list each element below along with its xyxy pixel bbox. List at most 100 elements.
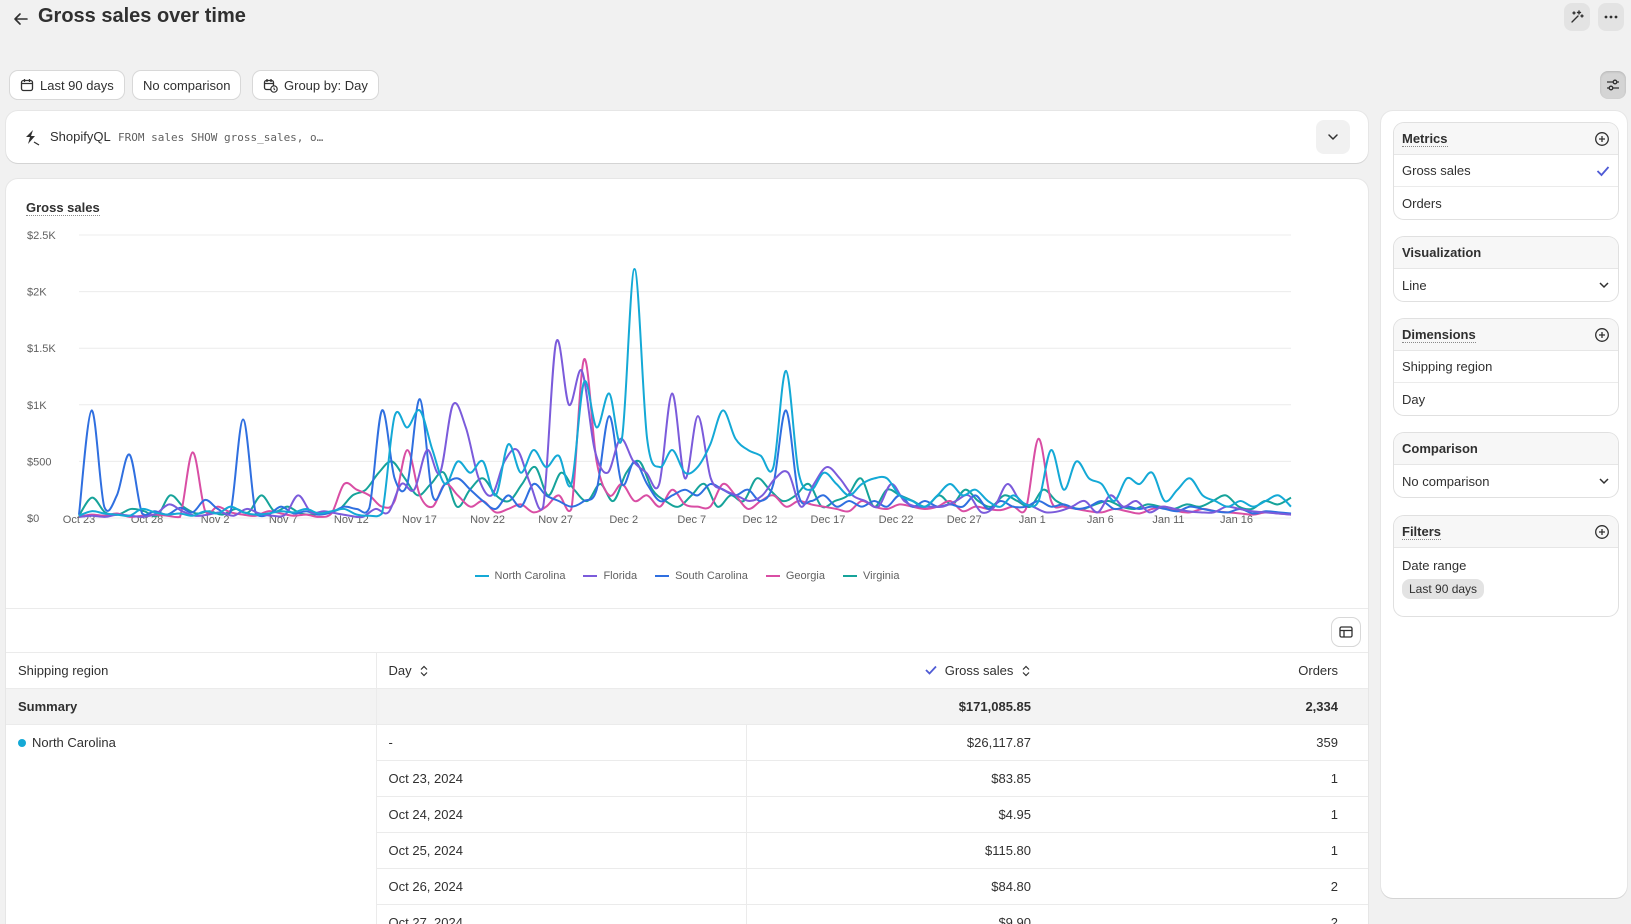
table-row: Oct 25, 2024 $115.80 1 xyxy=(6,832,1368,869)
visualization-title: Visualization xyxy=(1402,245,1482,260)
table-row: North Carolina - $26,117.87 359 xyxy=(6,724,1368,924)
region-color-dot xyxy=(18,739,26,747)
comparison-button[interactable]: No comparison xyxy=(133,71,241,99)
legend-swatch xyxy=(474,575,489,577)
chevron-down-icon xyxy=(1599,478,1609,485)
filter-date-range[interactable]: Date range Last 90 days xyxy=(1394,548,1618,599)
date-range-button[interactable]: Last 90 days xyxy=(10,71,124,99)
series-line-georgia xyxy=(78,358,1292,519)
add-filter-icon[interactable] xyxy=(1594,524,1610,540)
dimension-item-day[interactable]: Day xyxy=(1402,391,1426,407)
y-tick-label: $2K xyxy=(27,287,47,299)
divider xyxy=(6,608,1368,609)
visualization-select[interactable]: Line xyxy=(1394,269,1618,301)
series-line-south-carolina xyxy=(78,398,1292,518)
legend-item[interactable]: Georgia xyxy=(765,570,825,582)
column-header-region[interactable]: Shipping region xyxy=(6,652,377,689)
comparison-title: Comparison xyxy=(1402,441,1478,456)
x-tick-label: Nov 22 xyxy=(470,514,505,526)
settings-panel xyxy=(1381,111,1627,898)
y-tick-label: $1K xyxy=(27,400,47,412)
chevron-down-icon xyxy=(1599,282,1609,289)
sort-icon xyxy=(420,665,428,677)
legend-swatch xyxy=(655,575,670,577)
metric-item-gross-sales[interactable]: Gross sales xyxy=(1394,155,1618,187)
query-editor[interactable]: ShopifyQL FROM sales SHOW gross_sales, o… xyxy=(6,111,1368,163)
table-icon xyxy=(1339,626,1353,638)
filter-chip[interactable]: Last 90 days xyxy=(1402,579,1485,599)
filter-label: Date range xyxy=(1402,558,1467,573)
dimensions-section: Dimensions Shipping region Day xyxy=(1394,319,1618,415)
orders-cell: 2 xyxy=(1043,904,1368,924)
x-tick-label: Jan 16 xyxy=(1220,514,1253,526)
expand-query-button[interactable] xyxy=(1316,120,1350,154)
x-tick-label: Dec 22 xyxy=(879,514,914,526)
gross-sales-cell: $84.80 xyxy=(746,868,1043,905)
x-tick-label: Dec 2 xyxy=(609,514,638,526)
dimension-item-shipping-region[interactable]: Shipping region xyxy=(1394,351,1618,383)
more-horizontal-icon xyxy=(1604,15,1618,19)
arrow-left-icon xyxy=(14,13,28,25)
report-table: Shipping region Day Gross sales Orders S… xyxy=(6,652,1368,924)
legend-item[interactable]: South Carolina xyxy=(655,570,748,582)
back-button[interactable] xyxy=(10,8,32,30)
legend-item[interactable]: Florida xyxy=(583,570,637,582)
lightning-icon xyxy=(26,130,40,146)
x-tick-label: Nov 17 xyxy=(402,514,437,526)
x-tick-label: Dec 17 xyxy=(811,514,846,526)
calendar-icon xyxy=(20,79,34,92)
more-actions-button[interactable] xyxy=(1598,3,1624,31)
x-tick-label: Dec 12 xyxy=(742,514,777,526)
table-row: Oct 24, 2024 $4.95 1 xyxy=(6,796,1368,833)
checkmark-icon xyxy=(1596,165,1610,176)
gross-sales-cell: $115.80 xyxy=(746,832,1043,869)
chart-title[interactable]: Gross sales xyxy=(26,200,100,216)
add-metric-icon[interactable] xyxy=(1594,131,1610,147)
group-by-label: Group by: Day xyxy=(284,77,368,93)
group-by-button[interactable]: Group by: Day xyxy=(253,71,378,99)
metric-item-orders[interactable]: Orders xyxy=(1402,195,1442,211)
gross-sales-cell: $9.90 xyxy=(746,904,1043,924)
page-title: Gross sales over time xyxy=(38,5,246,27)
table-row: Oct 26, 2024 $84.80 2 xyxy=(6,868,1368,905)
comparison-select[interactable]: No comparison xyxy=(1394,465,1618,497)
legend-label: Virginia xyxy=(862,570,900,582)
day-cell: Oct 26, 2024 xyxy=(376,868,747,905)
column-header-gross-sales[interactable]: Gross sales xyxy=(746,652,1043,689)
column-header-day[interactable]: Day xyxy=(376,652,746,689)
legend-item[interactable]: Virginia xyxy=(842,570,900,582)
x-tick-label: Dec 27 xyxy=(947,514,982,526)
metrics-section: Metrics Gross sales Orders xyxy=(1394,123,1618,219)
add-dimension-icon[interactable] xyxy=(1594,327,1610,343)
metrics-title: Metrics xyxy=(1402,130,1448,147)
column-header-orders[interactable]: Orders xyxy=(1043,652,1368,689)
orders-cell: 1 xyxy=(1043,760,1368,797)
legend-label: North Carolina xyxy=(494,570,566,582)
orders-cell: 359 xyxy=(1043,724,1368,761)
sidekick-button[interactable] xyxy=(1564,3,1590,31)
series-line-virginia xyxy=(78,459,1292,518)
summary-orders: 2,334 xyxy=(1043,688,1368,725)
calendar-clock-icon xyxy=(263,78,278,93)
comparison-label: No comparison xyxy=(143,77,231,93)
x-tick-label: Jan 6 xyxy=(1087,514,1114,526)
y-tick-label: $500 xyxy=(27,456,51,468)
table-view-button[interactable] xyxy=(1332,618,1360,646)
query-text: FROM sales SHOW gross_sales, o… xyxy=(118,131,324,144)
legend-swatch xyxy=(765,575,780,577)
day-cell: Oct 23, 2024 xyxy=(376,760,747,797)
series-line-florida xyxy=(78,339,1292,519)
legend-label: Florida xyxy=(603,570,638,582)
summary-label: Summary xyxy=(6,688,377,725)
gross-sales-cell: $4.95 xyxy=(746,796,1043,833)
x-tick-label: Jan 11 xyxy=(1152,514,1184,526)
orders-cell: 2 xyxy=(1043,868,1368,905)
legend-item[interactable]: North Carolina xyxy=(474,570,566,582)
table-row: Oct 23, 2024 $83.85 1 xyxy=(6,760,1368,797)
legend-label: South Carolina xyxy=(675,570,748,582)
dimensions-title: Dimensions xyxy=(1402,326,1476,343)
toggle-settings-panel-button[interactable] xyxy=(1600,71,1626,99)
day-cell: Oct 25, 2024 xyxy=(376,832,747,869)
summary-row: Summary $171,085.85 2,334 xyxy=(6,688,1368,725)
